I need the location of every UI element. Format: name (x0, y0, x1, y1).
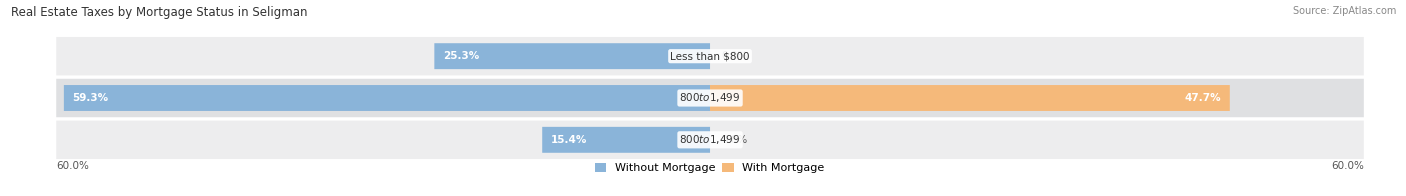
Legend: Without Mortgage, With Mortgage: Without Mortgage, With Mortgage (591, 159, 830, 178)
Text: $800 to $1,499: $800 to $1,499 (679, 92, 741, 104)
Text: Source: ZipAtlas.com: Source: ZipAtlas.com (1292, 6, 1396, 16)
Text: 0.0%: 0.0% (721, 135, 747, 145)
Text: Real Estate Taxes by Mortgage Status in Seligman: Real Estate Taxes by Mortgage Status in … (11, 6, 308, 19)
FancyBboxPatch shape (56, 37, 1364, 75)
FancyBboxPatch shape (710, 85, 1230, 111)
Text: 0.0%: 0.0% (721, 51, 747, 61)
FancyBboxPatch shape (434, 43, 710, 69)
Text: 47.7%: 47.7% (1184, 93, 1220, 103)
Text: 15.4%: 15.4% (551, 135, 588, 145)
FancyBboxPatch shape (56, 121, 1364, 159)
FancyBboxPatch shape (63, 85, 710, 111)
Text: Less than $800: Less than $800 (671, 51, 749, 61)
Text: 25.3%: 25.3% (443, 51, 479, 61)
FancyBboxPatch shape (543, 127, 710, 153)
Text: 60.0%: 60.0% (56, 161, 89, 171)
Text: 59.3%: 59.3% (73, 93, 108, 103)
Text: $800 to $1,499: $800 to $1,499 (679, 133, 741, 146)
Text: 60.0%: 60.0% (1331, 161, 1364, 171)
FancyBboxPatch shape (56, 79, 1364, 117)
